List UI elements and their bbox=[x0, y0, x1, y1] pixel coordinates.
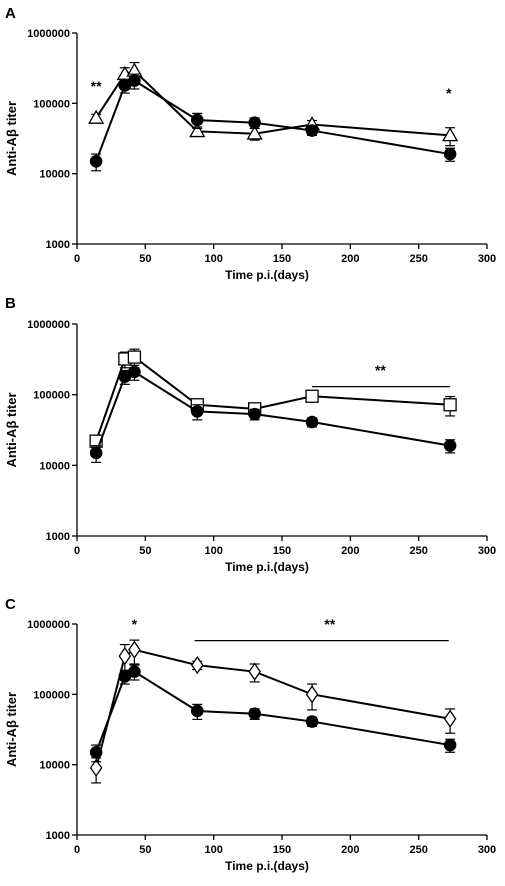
data-point-circle bbox=[248, 407, 261, 421]
y-axis-title: Anti-Aβ titer bbox=[4, 392, 19, 467]
data-point-circle bbox=[190, 113, 204, 127]
significance-annotation: * bbox=[446, 85, 452, 101]
series-line bbox=[95, 370, 451, 454]
x-tick-label: 0 bbox=[74, 545, 80, 557]
data-point-circle bbox=[443, 738, 457, 752]
data-point-diamond bbox=[190, 655, 204, 675]
significance-annotation: ** bbox=[375, 362, 386, 378]
x-tick-label: 100 bbox=[204, 253, 222, 265]
y-tick-label: 1000000 bbox=[27, 28, 70, 40]
y-tick-label: 100000 bbox=[33, 390, 70, 402]
panel-label: C bbox=[5, 596, 16, 613]
data-point-diamond bbox=[89, 758, 103, 778]
x-tick-label: 200 bbox=[341, 844, 359, 856]
data-point-diamond bbox=[248, 662, 261, 681]
data-point-triangle bbox=[88, 109, 105, 124]
series-circle-filled bbox=[89, 664, 457, 763]
data-point-circle bbox=[128, 365, 141, 379]
data-point-triangle bbox=[441, 127, 459, 142]
y-tick-label: 10000 bbox=[39, 169, 70, 181]
x-tick-label: 50 bbox=[139, 545, 151, 557]
data-point-triangle bbox=[246, 125, 263, 140]
series-circle-filled bbox=[89, 73, 457, 172]
x-tick-label: 50 bbox=[139, 253, 151, 265]
data-point-circle bbox=[128, 665, 141, 678]
data-point-diamond bbox=[443, 709, 457, 728]
series-diamond-open bbox=[89, 639, 457, 784]
data-point-diamond bbox=[128, 640, 141, 659]
series-line bbox=[95, 648, 451, 769]
chart-panel-C: C 1000 10000 100000 1000000 0 50 100 150 200 250 30… bbox=[4, 596, 496, 873]
series-line bbox=[95, 356, 451, 442]
data-point-triangle bbox=[189, 123, 206, 138]
data-point-square bbox=[305, 389, 319, 403]
x-tick-label: 0 bbox=[74, 844, 80, 856]
series-line bbox=[95, 79, 451, 162]
data-point-circle bbox=[443, 147, 457, 161]
x-tick-label: 100 bbox=[204, 545, 222, 557]
data-point-circle bbox=[305, 415, 319, 429]
y-tick-label: 1000000 bbox=[27, 319, 70, 331]
data-point-circle bbox=[305, 124, 319, 137]
data-point-circle bbox=[190, 704, 204, 718]
data-point-circle bbox=[89, 154, 103, 168]
y-tick-label: 1000 bbox=[46, 531, 70, 543]
x-tick-label: 150 bbox=[273, 844, 291, 856]
data-point-square bbox=[127, 350, 142, 364]
series-line bbox=[95, 670, 451, 753]
x-tick-label: 150 bbox=[273, 545, 291, 557]
x-tick-label: 300 bbox=[478, 844, 496, 856]
x-tick-label: 300 bbox=[478, 545, 496, 557]
data-point-square bbox=[443, 398, 457, 412]
data-point-diamond bbox=[305, 685, 319, 704]
data-point-circle bbox=[89, 446, 103, 460]
x-tick-label: 200 bbox=[341, 545, 359, 557]
data-point-circle bbox=[443, 439, 457, 452]
data-point-circle bbox=[128, 74, 141, 87]
data-point-circle bbox=[190, 405, 204, 418]
x-tick-label: 250 bbox=[409, 545, 427, 557]
x-tick-label: 100 bbox=[204, 844, 222, 856]
panel-label: A bbox=[5, 5, 16, 22]
series-square-open bbox=[89, 348, 457, 448]
x-axis-title: Time p.i.(days) bbox=[225, 560, 309, 574]
y-tick-label: 1000000 bbox=[27, 619, 70, 631]
x-tick-label: 250 bbox=[409, 253, 427, 265]
significance-annotation: ** bbox=[91, 78, 102, 94]
x-tick-label: 250 bbox=[409, 844, 427, 856]
panel-label: B bbox=[5, 295, 16, 312]
x-tick-label: 50 bbox=[139, 844, 151, 856]
data-point-circle bbox=[305, 715, 319, 728]
significance-annotation: ** bbox=[324, 616, 335, 632]
y-tick-label: 1000 bbox=[46, 239, 70, 251]
y-axis-title: Anti-Aβ titer bbox=[4, 692, 19, 767]
data-point-circle bbox=[89, 745, 103, 759]
significance-annotation: * bbox=[132, 616, 138, 632]
series-circle-filled bbox=[89, 364, 457, 464]
data-point-circle bbox=[248, 116, 261, 130]
data-point-circle bbox=[248, 707, 261, 721]
chart-panel-A: A 1000 10000 100000 1000000 0 50 100 150 200 250 30… bbox=[4, 5, 496, 282]
y-tick-label: 100000 bbox=[33, 689, 70, 701]
x-tick-label: 150 bbox=[273, 253, 291, 265]
x-tick-label: 0 bbox=[74, 253, 80, 265]
x-tick-label: 200 bbox=[341, 253, 359, 265]
y-tick-label: 1000 bbox=[46, 830, 70, 842]
y-tick-label: 10000 bbox=[39, 460, 70, 472]
y-axis-title: Anti-Aβ titer bbox=[4, 101, 19, 176]
series-triangle-open bbox=[88, 61, 459, 147]
x-axis-title: Time p.i.(days) bbox=[225, 859, 309, 873]
data-point-diamond bbox=[118, 646, 132, 666]
y-tick-label: 10000 bbox=[39, 760, 70, 772]
y-tick-label: 100000 bbox=[33, 98, 70, 110]
x-tick-label: 300 bbox=[478, 253, 496, 265]
x-axis-title: Time p.i.(days) bbox=[225, 268, 309, 282]
chart-panel-B: B 1000 10000 100000 1000000 0 50 100 150 200 250 30… bbox=[4, 295, 496, 574]
